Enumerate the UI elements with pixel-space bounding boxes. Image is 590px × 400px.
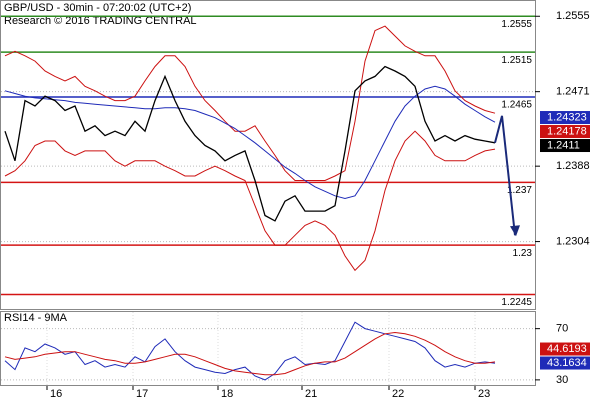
level-label: 1.2515 [501, 55, 532, 66]
y-tick-label: 1.2304 [556, 235, 590, 247]
line [4, 321, 496, 381]
level-label: 1.237 [507, 185, 532, 196]
level-label: 1.2245 [501, 297, 532, 308]
y-tick-label: 1.2388 [556, 160, 590, 172]
chart-subtitle: Research © 2016 TRADING CENTRAL [4, 15, 197, 27]
x-tick-label: 22 [392, 388, 404, 400]
level-label: 1.2555 [501, 19, 532, 30]
price-panel [0, 0, 536, 310]
y-tick-label: 70 [556, 323, 568, 335]
value-marker-label: 1.2411 [547, 139, 580, 151]
x-tick-label: 23 [478, 388, 490, 400]
x-tick-label: 21 [305, 388, 317, 400]
x-tick-label: 16 [50, 388, 62, 400]
value-marker-label: 44.6193 [547, 343, 587, 355]
line [4, 85, 496, 200]
line [4, 130, 496, 272]
line [4, 331, 496, 376]
x-tick-label: 17 [136, 388, 148, 400]
x-tick-label: 18 [221, 388, 233, 400]
value-marker-label: 43.1634 [547, 357, 587, 369]
value-marker [540, 356, 590, 370]
value-marker-label: 1.24323 [547, 111, 587, 123]
rsi-title: RSI14 - 9MA [4, 312, 68, 324]
level-label: 1.23 [513, 248, 533, 259]
line [494, 115, 516, 236]
value-marker [540, 139, 590, 153]
value-marker [540, 342, 590, 356]
y-tick-label: 1.2555 [556, 10, 590, 22]
value-marker [540, 111, 590, 125]
value-marker-label: 1.24178 [547, 125, 587, 137]
forecast-arrowhead [510, 225, 520, 237]
chart-title: GBP/USD - 30min - 07:20:02 (UTC+2) [4, 2, 191, 14]
level-label: 1.2465 [501, 100, 532, 111]
rsi-panel [0, 311, 536, 386]
line [4, 25, 496, 181]
y-tick-label: 30 [556, 374, 568, 386]
value-marker [540, 125, 590, 139]
y-tick-label: 1.2471 [556, 86, 590, 98]
line [4, 65, 496, 222]
